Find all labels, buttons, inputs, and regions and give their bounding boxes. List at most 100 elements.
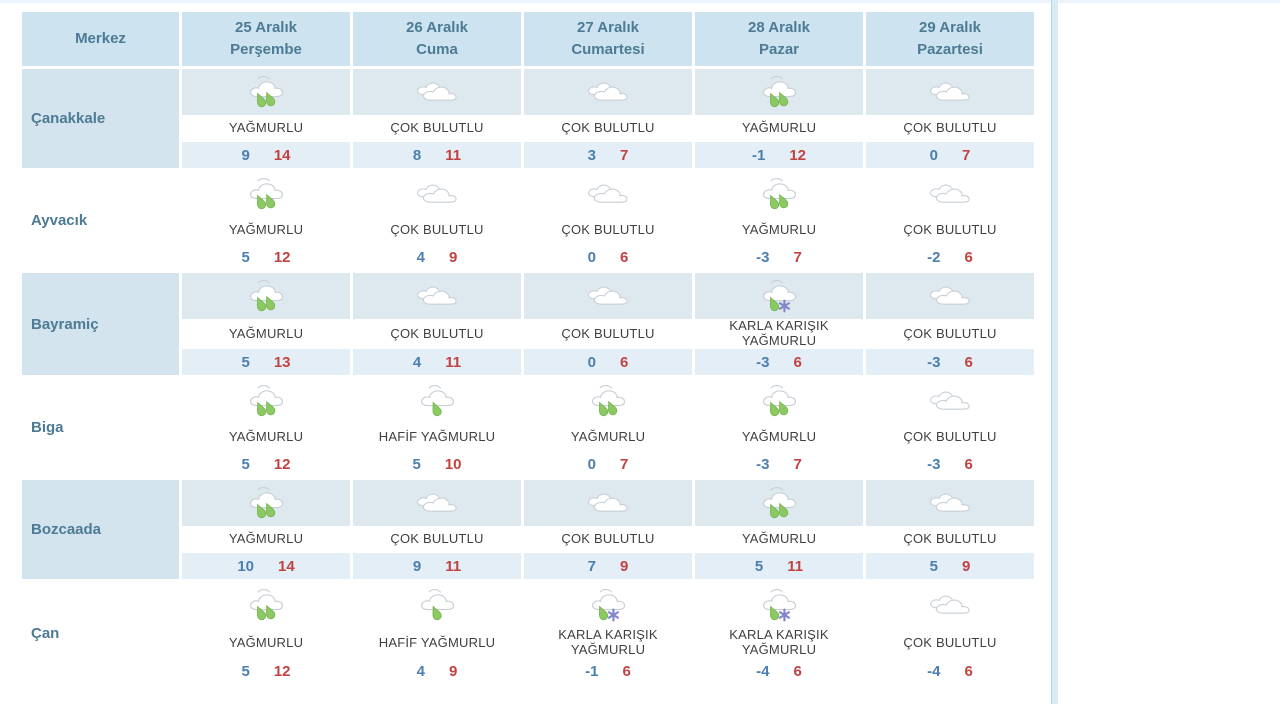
merkez-header: Merkez bbox=[22, 12, 179, 66]
condition-label: YAĞMURLU bbox=[182, 424, 350, 451]
min-temp: -1 bbox=[751, 146, 766, 164]
city-row: Çan YAĞMURLU 5 12 HAFİF YAĞMURLU 4 9 KARLA K… bbox=[22, 582, 1034, 684]
forecast-cell: ÇOK BULUTLU -3 6 bbox=[866, 273, 1034, 375]
weather-sleet-icon bbox=[695, 273, 863, 319]
vertical-scrollbar[interactable] bbox=[1051, 0, 1058, 704]
min-temp: -3 bbox=[927, 353, 941, 371]
min-temp: 10 bbox=[237, 557, 254, 575]
min-temp: -3 bbox=[756, 455, 770, 473]
forecast-cell: ÇOK BULUTLU 0 7 bbox=[866, 69, 1034, 168]
weather-cloudy-icon bbox=[353, 273, 521, 319]
condition-label: ÇOK BULUTLU bbox=[866, 424, 1034, 451]
condition-label: YAĞMURLU bbox=[182, 319, 350, 349]
max-temp: 11 bbox=[445, 557, 462, 575]
forecast-cell: HAFİF YAĞMURLU 5 10 bbox=[353, 378, 521, 477]
condition-label: YAĞMURLU bbox=[695, 217, 863, 244]
max-temp: 6 bbox=[964, 455, 973, 473]
condition-label: ÇOK BULUTLU bbox=[524, 115, 692, 142]
min-temp: 0 bbox=[587, 455, 596, 473]
city-row: Biga YAĞMURLU 5 12 HAFİF YAĞMURLU 5 10 YAĞMU… bbox=[22, 378, 1034, 477]
forecast-cell: ÇOK BULUTLU 5 9 bbox=[866, 480, 1034, 579]
max-temp: 10 bbox=[444, 455, 462, 473]
forecast-cell: ÇOK BULUTLU 9 11 bbox=[353, 480, 521, 579]
min-temp: 5 bbox=[241, 353, 250, 371]
condition-label: ÇOK BULUTLU bbox=[524, 319, 692, 349]
min-temp: 0 bbox=[587, 353, 596, 371]
min-temp: -2 bbox=[927, 248, 941, 266]
weather-cloudy-icon bbox=[866, 69, 1034, 115]
weather-rain-icon bbox=[182, 69, 350, 115]
max-temp: 7 bbox=[962, 146, 971, 164]
condition-label: ÇOK BULUTLU bbox=[866, 526, 1034, 553]
min-temp: 5 bbox=[241, 455, 250, 473]
forecast-cell: YAĞMURLU 5 12 bbox=[182, 378, 350, 477]
forecast-cell: ÇOK BULUTLU 0 6 bbox=[524, 273, 692, 375]
condition-label: YAĞMURLU bbox=[695, 115, 863, 142]
forecast-cell: ÇOK BULUTLU 4 11 bbox=[353, 273, 521, 375]
weather-rain-icon bbox=[695, 480, 863, 526]
forecast-cell: YAĞMURLU 10 14 bbox=[182, 480, 350, 579]
forecast-cell: ÇOK BULUTLU -4 6 bbox=[866, 582, 1034, 684]
weather-cloudy-icon bbox=[866, 273, 1034, 319]
max-temp: 13 bbox=[273, 353, 291, 371]
forecast-cell: YAĞMURLU 0 7 bbox=[524, 378, 692, 477]
condition-label: ÇOK BULUTLU bbox=[524, 526, 692, 553]
weather-cloudy-icon bbox=[866, 480, 1034, 526]
forecast-cell: KARLA KARIŞIK YAĞMURLU -4 6 bbox=[695, 582, 863, 684]
forecast-cell: YAĞMURLU 5 13 bbox=[182, 273, 350, 375]
temperature-band: 5 13 bbox=[182, 349, 350, 375]
condition-label: YAĞMURLU bbox=[182, 526, 350, 553]
forecast-cell: ÇOK BULUTLU -2 6 bbox=[866, 171, 1034, 270]
condition-label: KARLA KARIŞIK YAĞMURLU bbox=[524, 627, 692, 658]
max-temp: 6 bbox=[793, 662, 802, 680]
temperature-band: 5 10 bbox=[353, 451, 521, 477]
min-temp: 5 bbox=[241, 662, 250, 680]
min-temp: 0 bbox=[587, 248, 596, 266]
condition-label: YAĞMURLU bbox=[182, 628, 350, 658]
weather-rain-icon bbox=[182, 273, 350, 319]
day-header: 28 Aralık Pazar bbox=[695, 12, 863, 66]
forecast-cell: ÇOK BULUTLU -3 6 bbox=[866, 378, 1034, 477]
max-temp: 12 bbox=[273, 455, 291, 473]
weather-rain-icon bbox=[182, 582, 350, 628]
max-temp: 12 bbox=[789, 146, 807, 164]
temperature-band: -4 6 bbox=[866, 658, 1034, 684]
min-temp: -3 bbox=[927, 455, 941, 473]
weather-rain-icon bbox=[182, 378, 350, 424]
temperature-band: 5 12 bbox=[182, 244, 350, 270]
condition-label: HAFİF YAĞMURLU bbox=[353, 628, 521, 658]
temperature-band: 5 12 bbox=[182, 658, 350, 684]
weather-cloudy-icon bbox=[866, 378, 1034, 424]
condition-label: ÇOK BULUTLU bbox=[866, 115, 1034, 142]
forecast-table: Merkez 25 Aralık Perşembe 26 Aralık Cuma 27 … bbox=[19, 9, 1037, 687]
weather-light-rain-icon bbox=[353, 582, 521, 628]
max-temp: 11 bbox=[445, 146, 462, 164]
temperature-band: -1 12 bbox=[695, 142, 863, 168]
weather-cloudy-icon bbox=[524, 69, 692, 115]
min-temp: -4 bbox=[927, 662, 941, 680]
temperature-band: 8 11 bbox=[353, 142, 521, 168]
min-temp: 5 bbox=[241, 248, 250, 266]
max-temp: 14 bbox=[273, 146, 291, 164]
temperature-band: -1 6 bbox=[524, 658, 692, 684]
forecast-cell: ÇOK BULUTLU 8 11 bbox=[353, 69, 521, 168]
weather-sleet-icon bbox=[524, 582, 692, 628]
forecast-cell: ÇOK BULUTLU 4 9 bbox=[353, 171, 521, 270]
max-temp: 6 bbox=[622, 662, 631, 680]
weather-sleet-icon bbox=[695, 582, 863, 628]
temperature-band: 4 11 bbox=[353, 349, 521, 375]
city-row: Bozcaada YAĞMURLU 10 14 ÇOK BULUTLU 9 11 ÇOK… bbox=[22, 480, 1034, 579]
weather-cloudy-icon bbox=[353, 69, 521, 115]
condition-label: ÇOK BULUTLU bbox=[524, 217, 692, 244]
condition-label: ÇOK BULUTLU bbox=[866, 628, 1034, 658]
max-temp: 6 bbox=[620, 353, 629, 371]
weather-cloudy-icon bbox=[866, 171, 1034, 217]
forecast-cell: YAĞMURLU 5 12 bbox=[182, 171, 350, 270]
day-header: 29 Aralık Pazartesi bbox=[866, 12, 1034, 66]
max-temp: 6 bbox=[964, 353, 973, 371]
forecast-cell: YAĞMURLU -3 7 bbox=[695, 171, 863, 270]
min-temp: 8 bbox=[412, 146, 422, 164]
